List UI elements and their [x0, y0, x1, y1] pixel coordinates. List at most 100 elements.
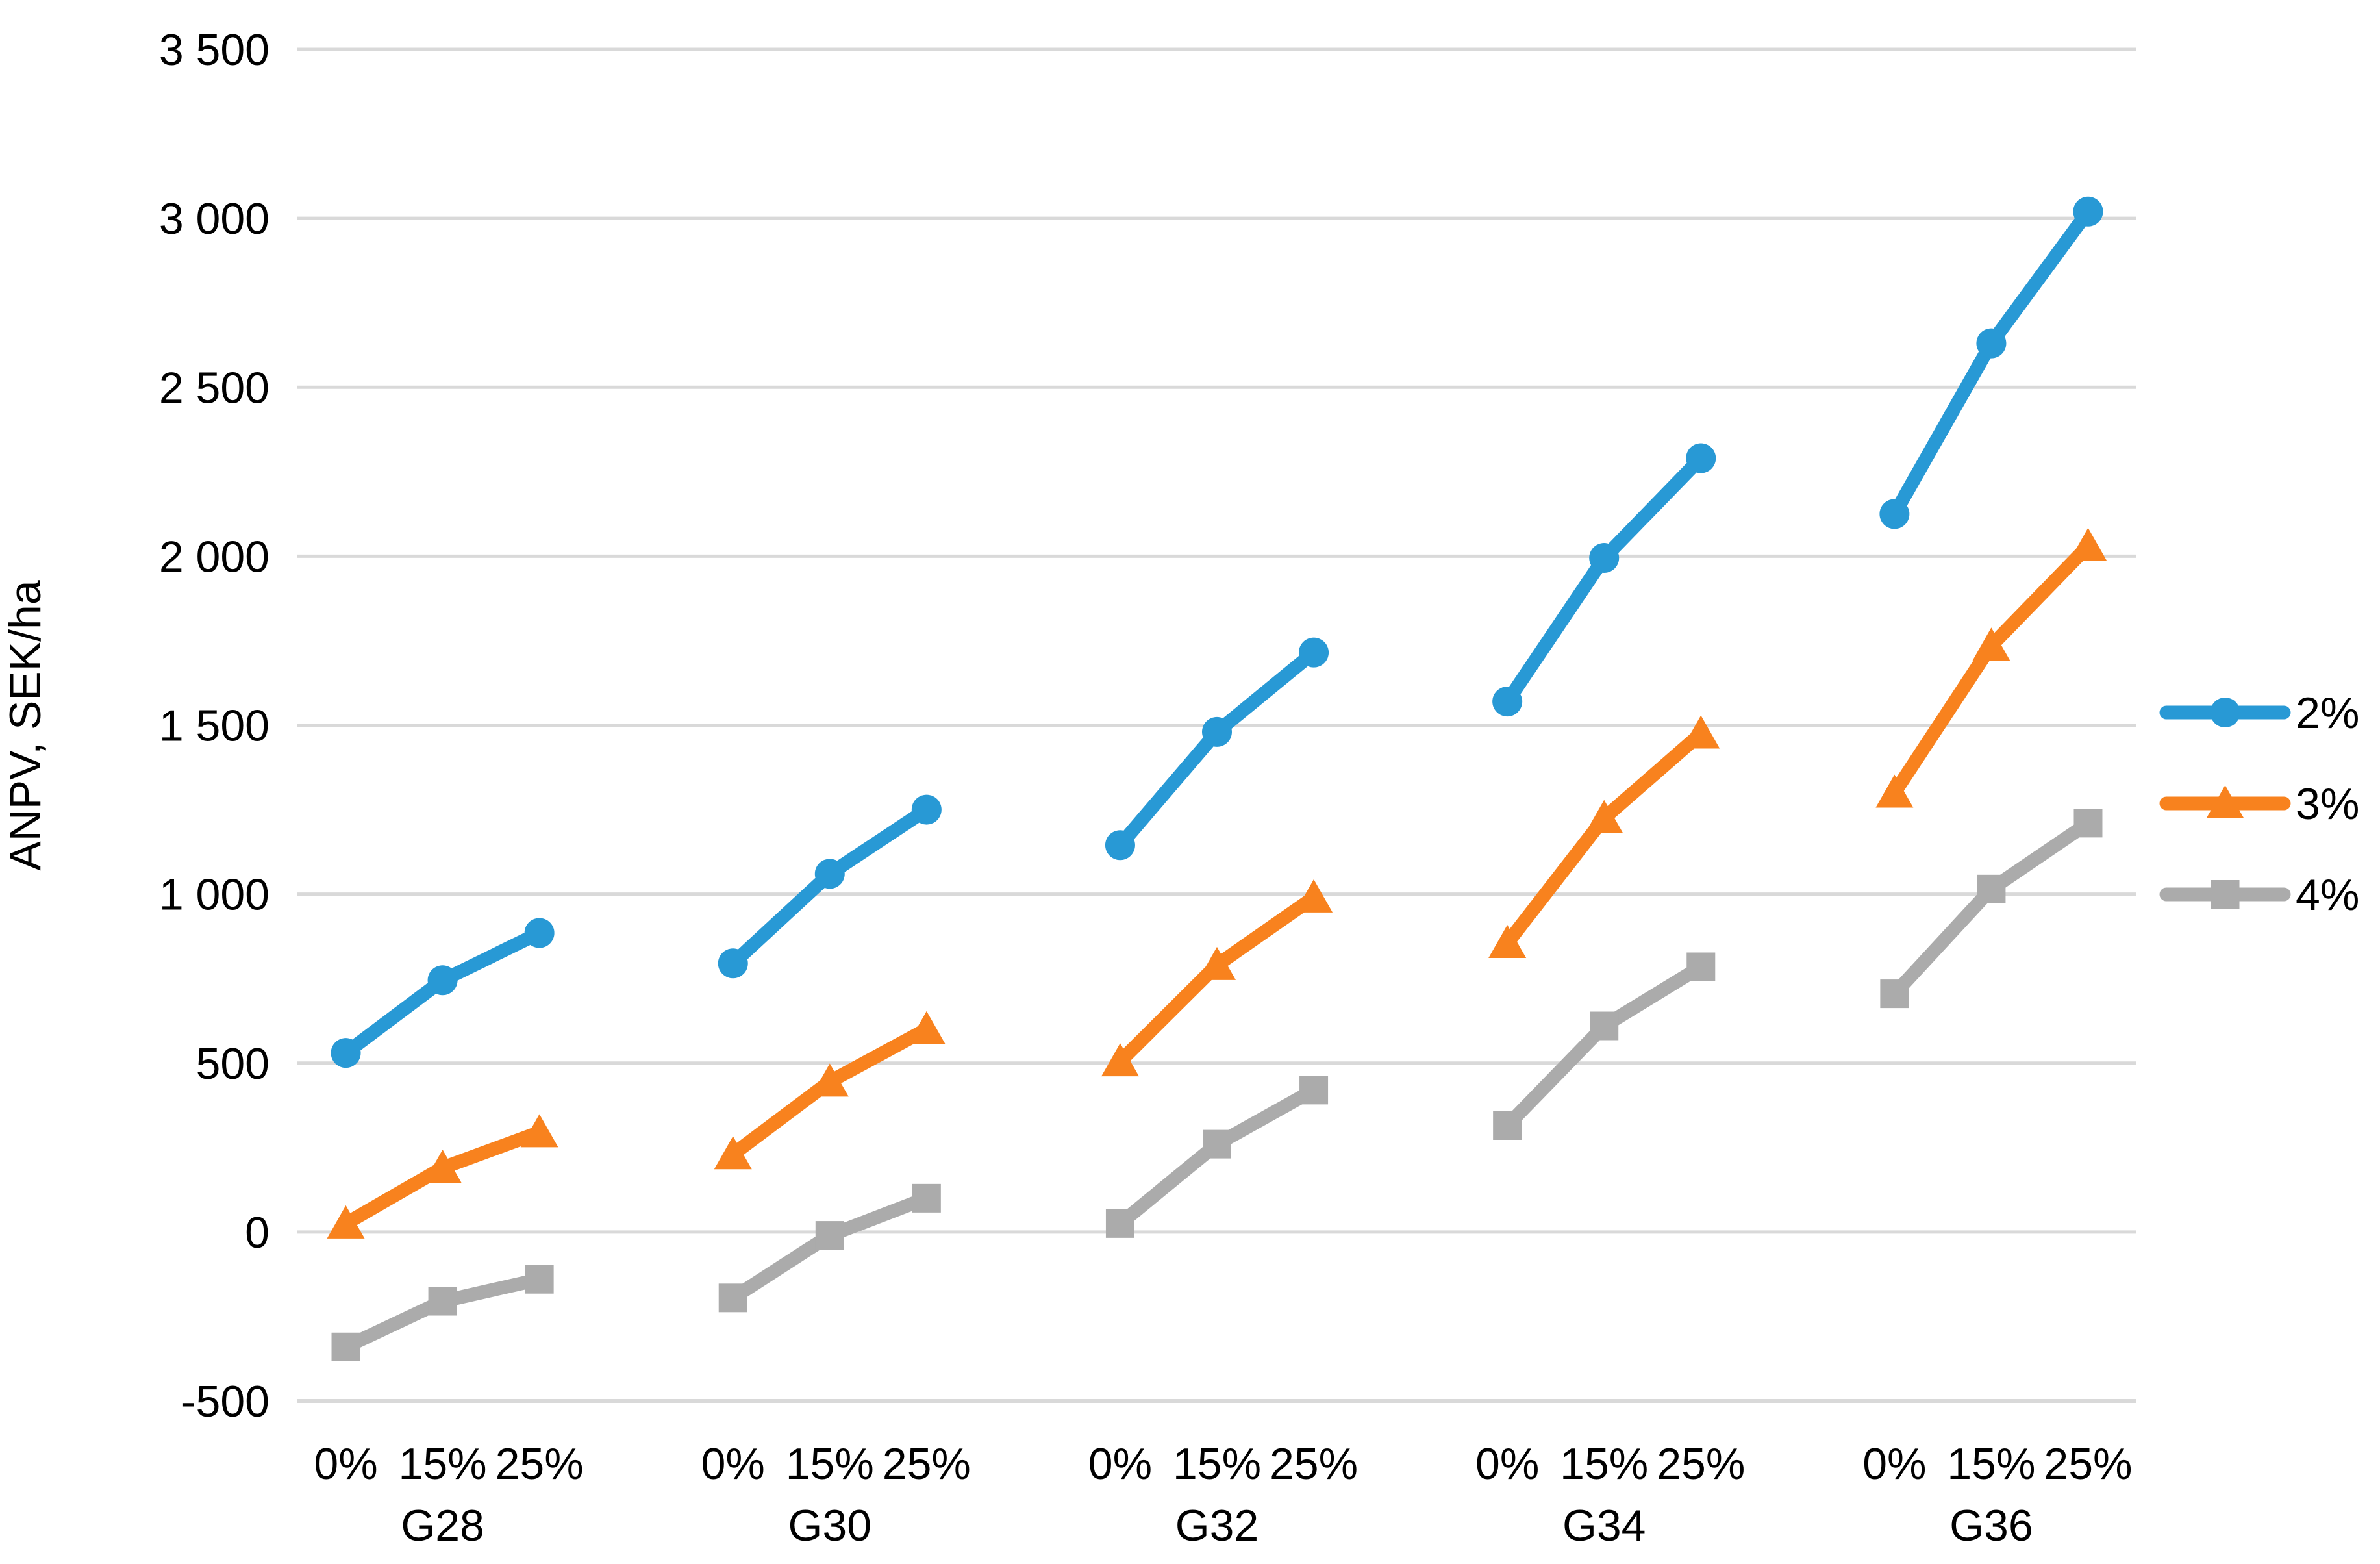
data-point-marker: [2069, 527, 2107, 561]
x-tick-label: 0%: [314, 1439, 377, 1489]
series-line: [1887, 539, 2095, 800]
legend-marker: [2206, 785, 2244, 818]
series-line: [1500, 451, 1708, 709]
series-2%: [331, 196, 2103, 1068]
data-point-marker: [1299, 637, 1329, 668]
y-tick-label: 1 500: [159, 701, 269, 751]
y-tick-label: -500: [181, 1377, 269, 1426]
data-point-marker: [1295, 879, 1333, 913]
data-point-marker: [1875, 774, 1914, 808]
data-point-marker: [1105, 830, 1135, 861]
data-series: [327, 196, 2107, 1361]
data-point-marker: [1585, 800, 1623, 833]
data-point-marker: [2073, 196, 2103, 227]
data-point-marker: [331, 1332, 360, 1361]
y-tick-label: 2 500: [159, 363, 269, 412]
x-tick-label: 15%: [786, 1439, 874, 1489]
x-tick-label: 15%: [1173, 1439, 1261, 1489]
legend-marker: [2211, 880, 2240, 909]
x-tick-label: 15%: [1947, 1439, 2035, 1489]
y-tick-label: 1 000: [159, 870, 269, 920]
data-point-marker: [1198, 946, 1236, 980]
data-point-marker: [1488, 925, 1527, 959]
data-point-marker: [331, 1038, 361, 1068]
y-tick-label: 0: [245, 1208, 269, 1257]
y-tick-label: 3 000: [159, 194, 269, 244]
series-line: [1500, 727, 1708, 950]
x-group-label: G34: [1562, 1501, 1646, 1550]
legend: 2% 3% 4%: [2159, 688, 2359, 920]
data-point-marker: [524, 918, 555, 948]
x-axis-group-labels: G28 G30 G32 G34 G36: [401, 1501, 2033, 1550]
data-point-marker: [1976, 328, 2007, 359]
data-point-marker: [423, 1150, 462, 1183]
data-point-marker: [2073, 809, 2103, 838]
y-tick-label: 3 500: [159, 25, 269, 75]
data-point-marker: [428, 1287, 457, 1316]
series-line: [1500, 959, 1708, 1133]
data-point-marker: [1202, 716, 1232, 747]
legend-marker: [2210, 698, 2240, 727]
x-tick-label: 25%: [1270, 1439, 1358, 1489]
data-point-marker: [1589, 542, 1620, 573]
data-point-marker: [1492, 687, 1523, 717]
series-line: [1887, 205, 2095, 521]
legend-label: 2%: [2296, 688, 2359, 738]
x-tick-label: 25%: [1657, 1439, 1745, 1489]
series-4%: [331, 809, 2103, 1361]
data-point-marker: [525, 1265, 554, 1294]
data-point-marker: [907, 1011, 946, 1044]
series-3%: [327, 527, 2107, 1239]
data-point-marker: [520, 1114, 558, 1148]
data-point-marker: [815, 1221, 844, 1250]
x-tick-label: 0%: [1475, 1439, 1539, 1489]
legend-item-4%: 4%: [2159, 870, 2359, 920]
data-point-marker: [1299, 1076, 1329, 1105]
data-point-marker: [718, 1283, 747, 1313]
data-point-marker: [1682, 715, 1720, 749]
data-point-marker: [427, 965, 458, 996]
y-axis-tick-labels: 3 500 3 000 2 500 2 000 1 500 1 000 500 0 -500: [159, 25, 269, 1426]
series-line: [1887, 816, 2095, 1001]
legend-label: 4%: [2296, 870, 2359, 920]
data-point-marker: [714, 1136, 752, 1170]
data-point-marker: [1686, 443, 1716, 473]
x-tick-label: 0%: [1088, 1439, 1152, 1489]
data-point-marker: [814, 859, 845, 889]
data-point-marker: [327, 1205, 365, 1239]
data-point-marker: [911, 794, 942, 825]
y-tick-label: 500: [196, 1039, 269, 1089]
data-point-marker: [1590, 1011, 1619, 1041]
y-axis-title: ANPV, SEK/ha: [1, 580, 50, 870]
x-tick-label: 0%: [701, 1439, 765, 1489]
x-tick-label: 25%: [883, 1439, 971, 1489]
series-line: [1113, 646, 1321, 852]
x-group-label: G30: [788, 1501, 872, 1550]
data-point-marker: [1977, 874, 2006, 903]
x-tick-label: 15%: [1560, 1439, 1648, 1489]
data-point-marker: [1203, 1129, 1231, 1159]
x-tick-label: 25%: [2044, 1439, 2132, 1489]
data-point-marker: [912, 1183, 941, 1213]
x-axis-tick-labels: 0% 15% 25% 0% 15% 25% 0% 15% 25% 0% 15% 25% 0% 15% 25%: [314, 1439, 2132, 1489]
data-point-marker: [718, 948, 748, 979]
data-point-marker: [1972, 627, 2010, 661]
data-point-marker: [1880, 979, 1909, 1009]
data-point-marker: [810, 1063, 849, 1097]
x-tick-label: 15%: [399, 1439, 487, 1489]
legend-item-2%: 2%: [2159, 688, 2359, 738]
data-point-marker: [1101, 1043, 1139, 1077]
legend-item-3%: 3%: [2159, 779, 2359, 829]
x-tick-label: 0%: [1862, 1439, 1926, 1489]
data-point-marker: [1105, 1209, 1134, 1238]
x-tick-label: 25%: [495, 1439, 584, 1489]
x-group-label: G36: [1949, 1501, 2033, 1550]
y-tick-label: 2 000: [159, 532, 269, 581]
x-group-label: G28: [401, 1501, 484, 1550]
legend-label: 3%: [2296, 779, 2359, 829]
x-group-label: G32: [1175, 1501, 1259, 1550]
data-point-marker: [1493, 1111, 1522, 1140]
data-point-marker: [1879, 499, 1910, 529]
